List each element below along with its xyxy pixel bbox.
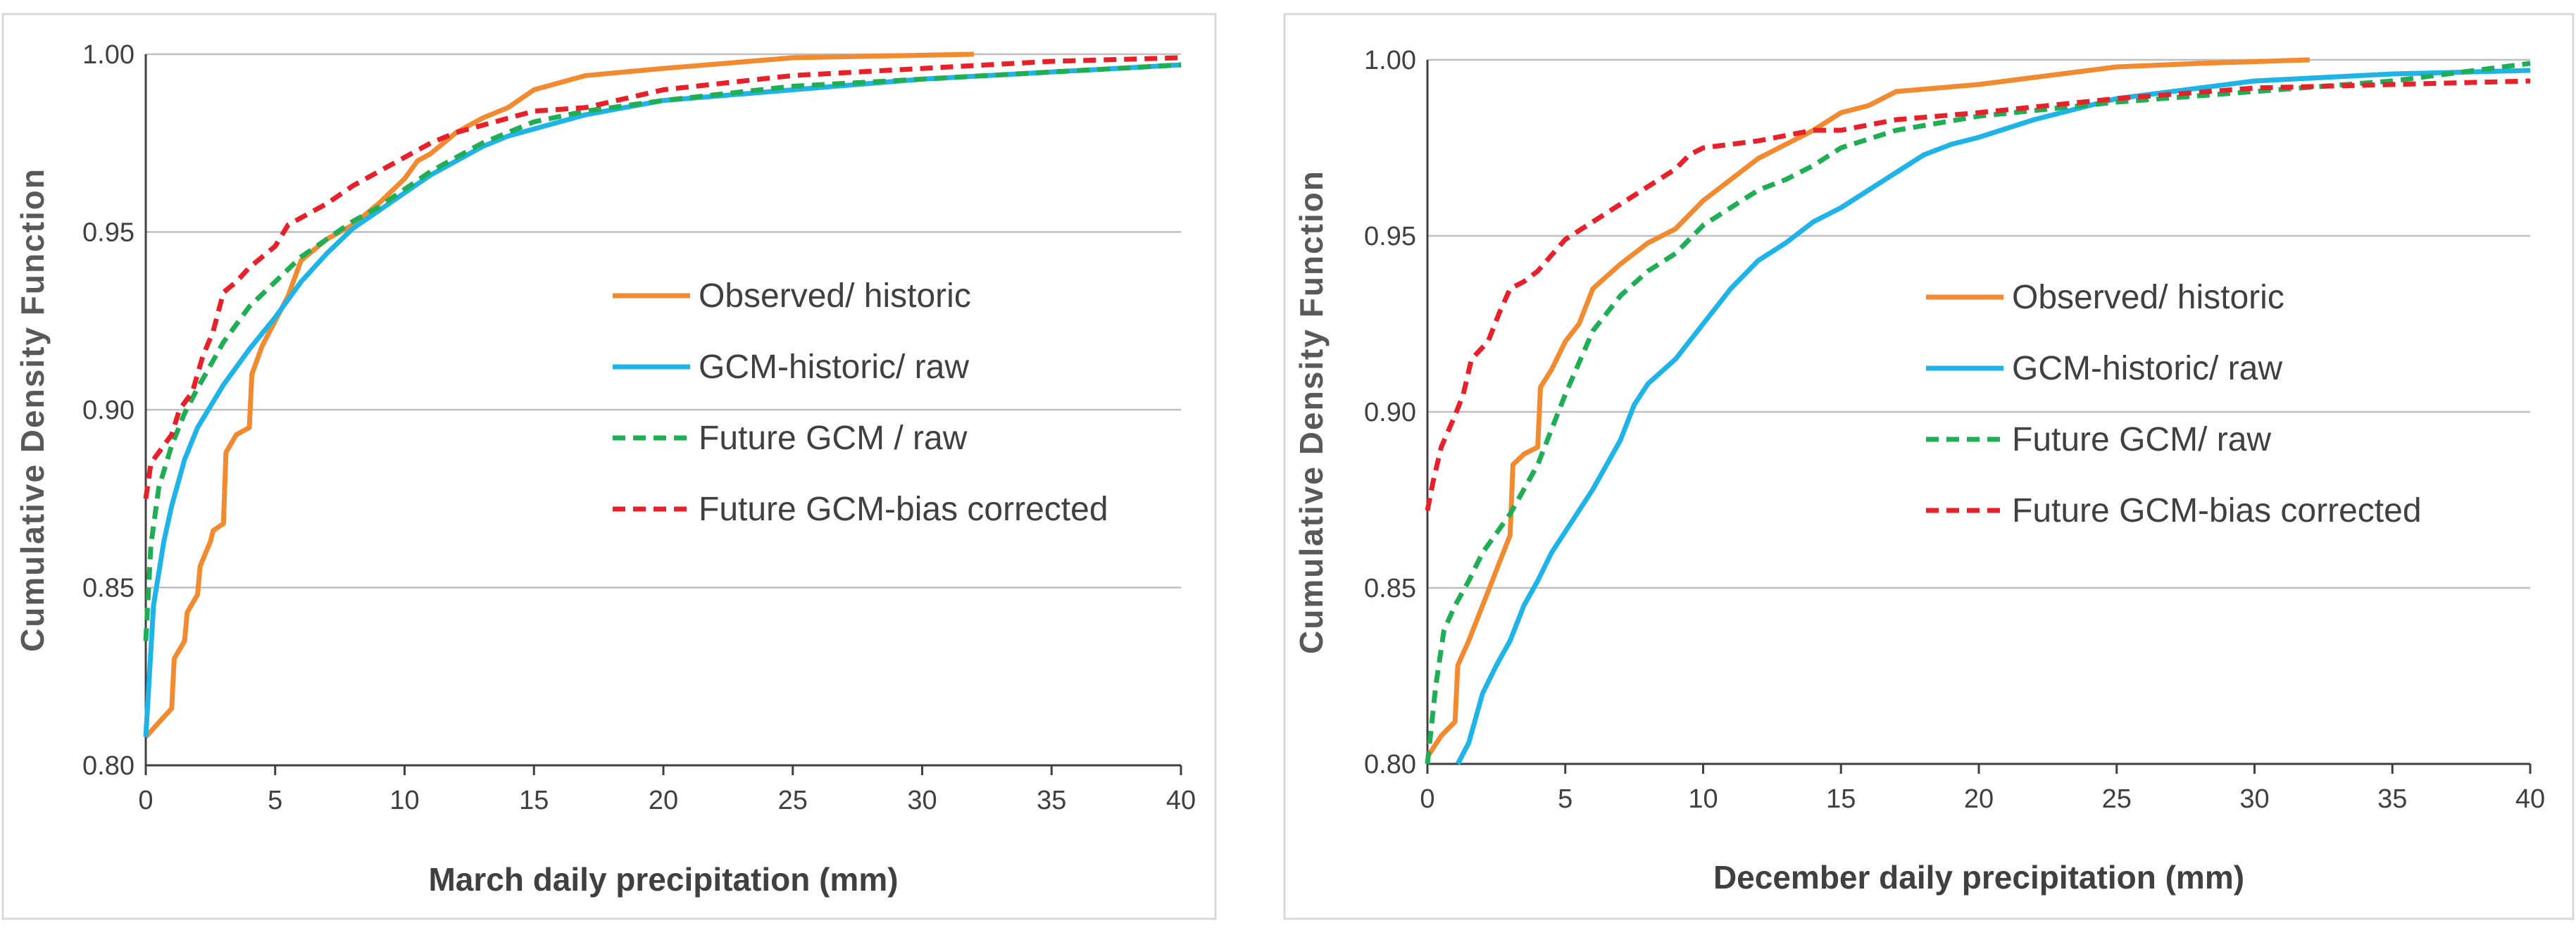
december-legend-label-2: GCM-historic/ raw <box>2012 350 2282 387</box>
march-x-tick-label: 25 <box>778 786 808 815</box>
march-series-2-line <box>143 62 1182 737</box>
december-y-axis-title: Cumulative Density Function <box>1293 170 1330 654</box>
december-x-tick-label: 35 <box>2377 784 2407 814</box>
december-y-tick-label: 0.95 <box>1364 222 1416 251</box>
december-x-tick-label: 15 <box>1826 784 1856 814</box>
march-chart-frame <box>1 13 1217 920</box>
december-legend-label-1: Observed/ historic <box>2012 279 2284 316</box>
march-y-axis-title: Cumulative Density Function <box>14 168 51 652</box>
december-y-tick-label: 0.80 <box>1364 750 1416 779</box>
march-x-tick-label: 20 <box>649 786 678 815</box>
december-x-tick-label: 0 <box>1420 784 1434 814</box>
march-y-tick-label: 1.00 <box>82 40 135 70</box>
december-x-tick-label: 20 <box>1964 784 1994 814</box>
december-x-tick-label: 30 <box>2239 784 2269 814</box>
march-y-tick-label: 0.90 <box>82 396 135 425</box>
december-x-tick-label: 5 <box>1558 784 1573 814</box>
december-x-tick-label: 10 <box>1688 784 1718 814</box>
december-y-tick-label: 0.85 <box>1364 574 1416 603</box>
december-y-tick-label: 0.90 <box>1364 398 1416 427</box>
december-chart-frame <box>1283 13 2575 920</box>
march-x-tick-label: 5 <box>268 786 282 815</box>
march-x-tick-label: 10 <box>389 786 419 815</box>
march-legend-label-2: GCM-historic/ raw <box>699 349 969 386</box>
december-series-4-line <box>1425 78 2531 511</box>
december-y-tick-label: 1.00 <box>1364 46 1416 75</box>
december-legend-label-4: Future GCM-bias corrected <box>2012 492 2422 529</box>
march-y-tick-label: 0.95 <box>82 218 135 248</box>
march-x-tick-label: 15 <box>519 786 549 815</box>
march-x-tick-label: 0 <box>138 786 153 815</box>
march-x-tick-label: 30 <box>907 786 937 815</box>
december-legend-label-3: Future GCM/ raw <box>2012 421 2271 458</box>
march-x-tick-label: 35 <box>1037 786 1066 815</box>
december-x-tick-label: 40 <box>2515 784 2545 814</box>
march-x-tick-label: 40 <box>1166 786 1196 815</box>
march-legend-label-1: Observed/ historic <box>699 277 971 315</box>
march-legend-label-4: Future GCM-bias corrected <box>699 491 1108 528</box>
december-cdf-chart: 0.80 0.85 0.90 0.95 1.00 0 5 10 15 20 25 30 35 40 Dece… <box>1283 13 2575 920</box>
december-series-1-line <box>1425 57 2310 758</box>
march-legend-label-3: Future GCM / raw <box>699 420 968 457</box>
march-y-tick-label: 0.80 <box>82 751 135 781</box>
march-y-tick-label: 0.85 <box>82 574 135 603</box>
march-cdf-chart: 0.80 0.85 0.90 0.95 1.00 0 5 10 15 20 25 30 35 40 Marc… <box>1 13 1217 920</box>
december-x-axis-title: December daily precipitation (mm) <box>1713 859 2244 896</box>
december-series-2-line <box>1455 68 2531 765</box>
march-series-3-line <box>143 62 1182 641</box>
march-x-axis-title: March daily precipitation (mm) <box>428 861 898 898</box>
december-x-tick-label: 25 <box>2102 784 2132 814</box>
march-series-4-line <box>143 55 1182 499</box>
december-series-3-line <box>1425 61 2531 765</box>
